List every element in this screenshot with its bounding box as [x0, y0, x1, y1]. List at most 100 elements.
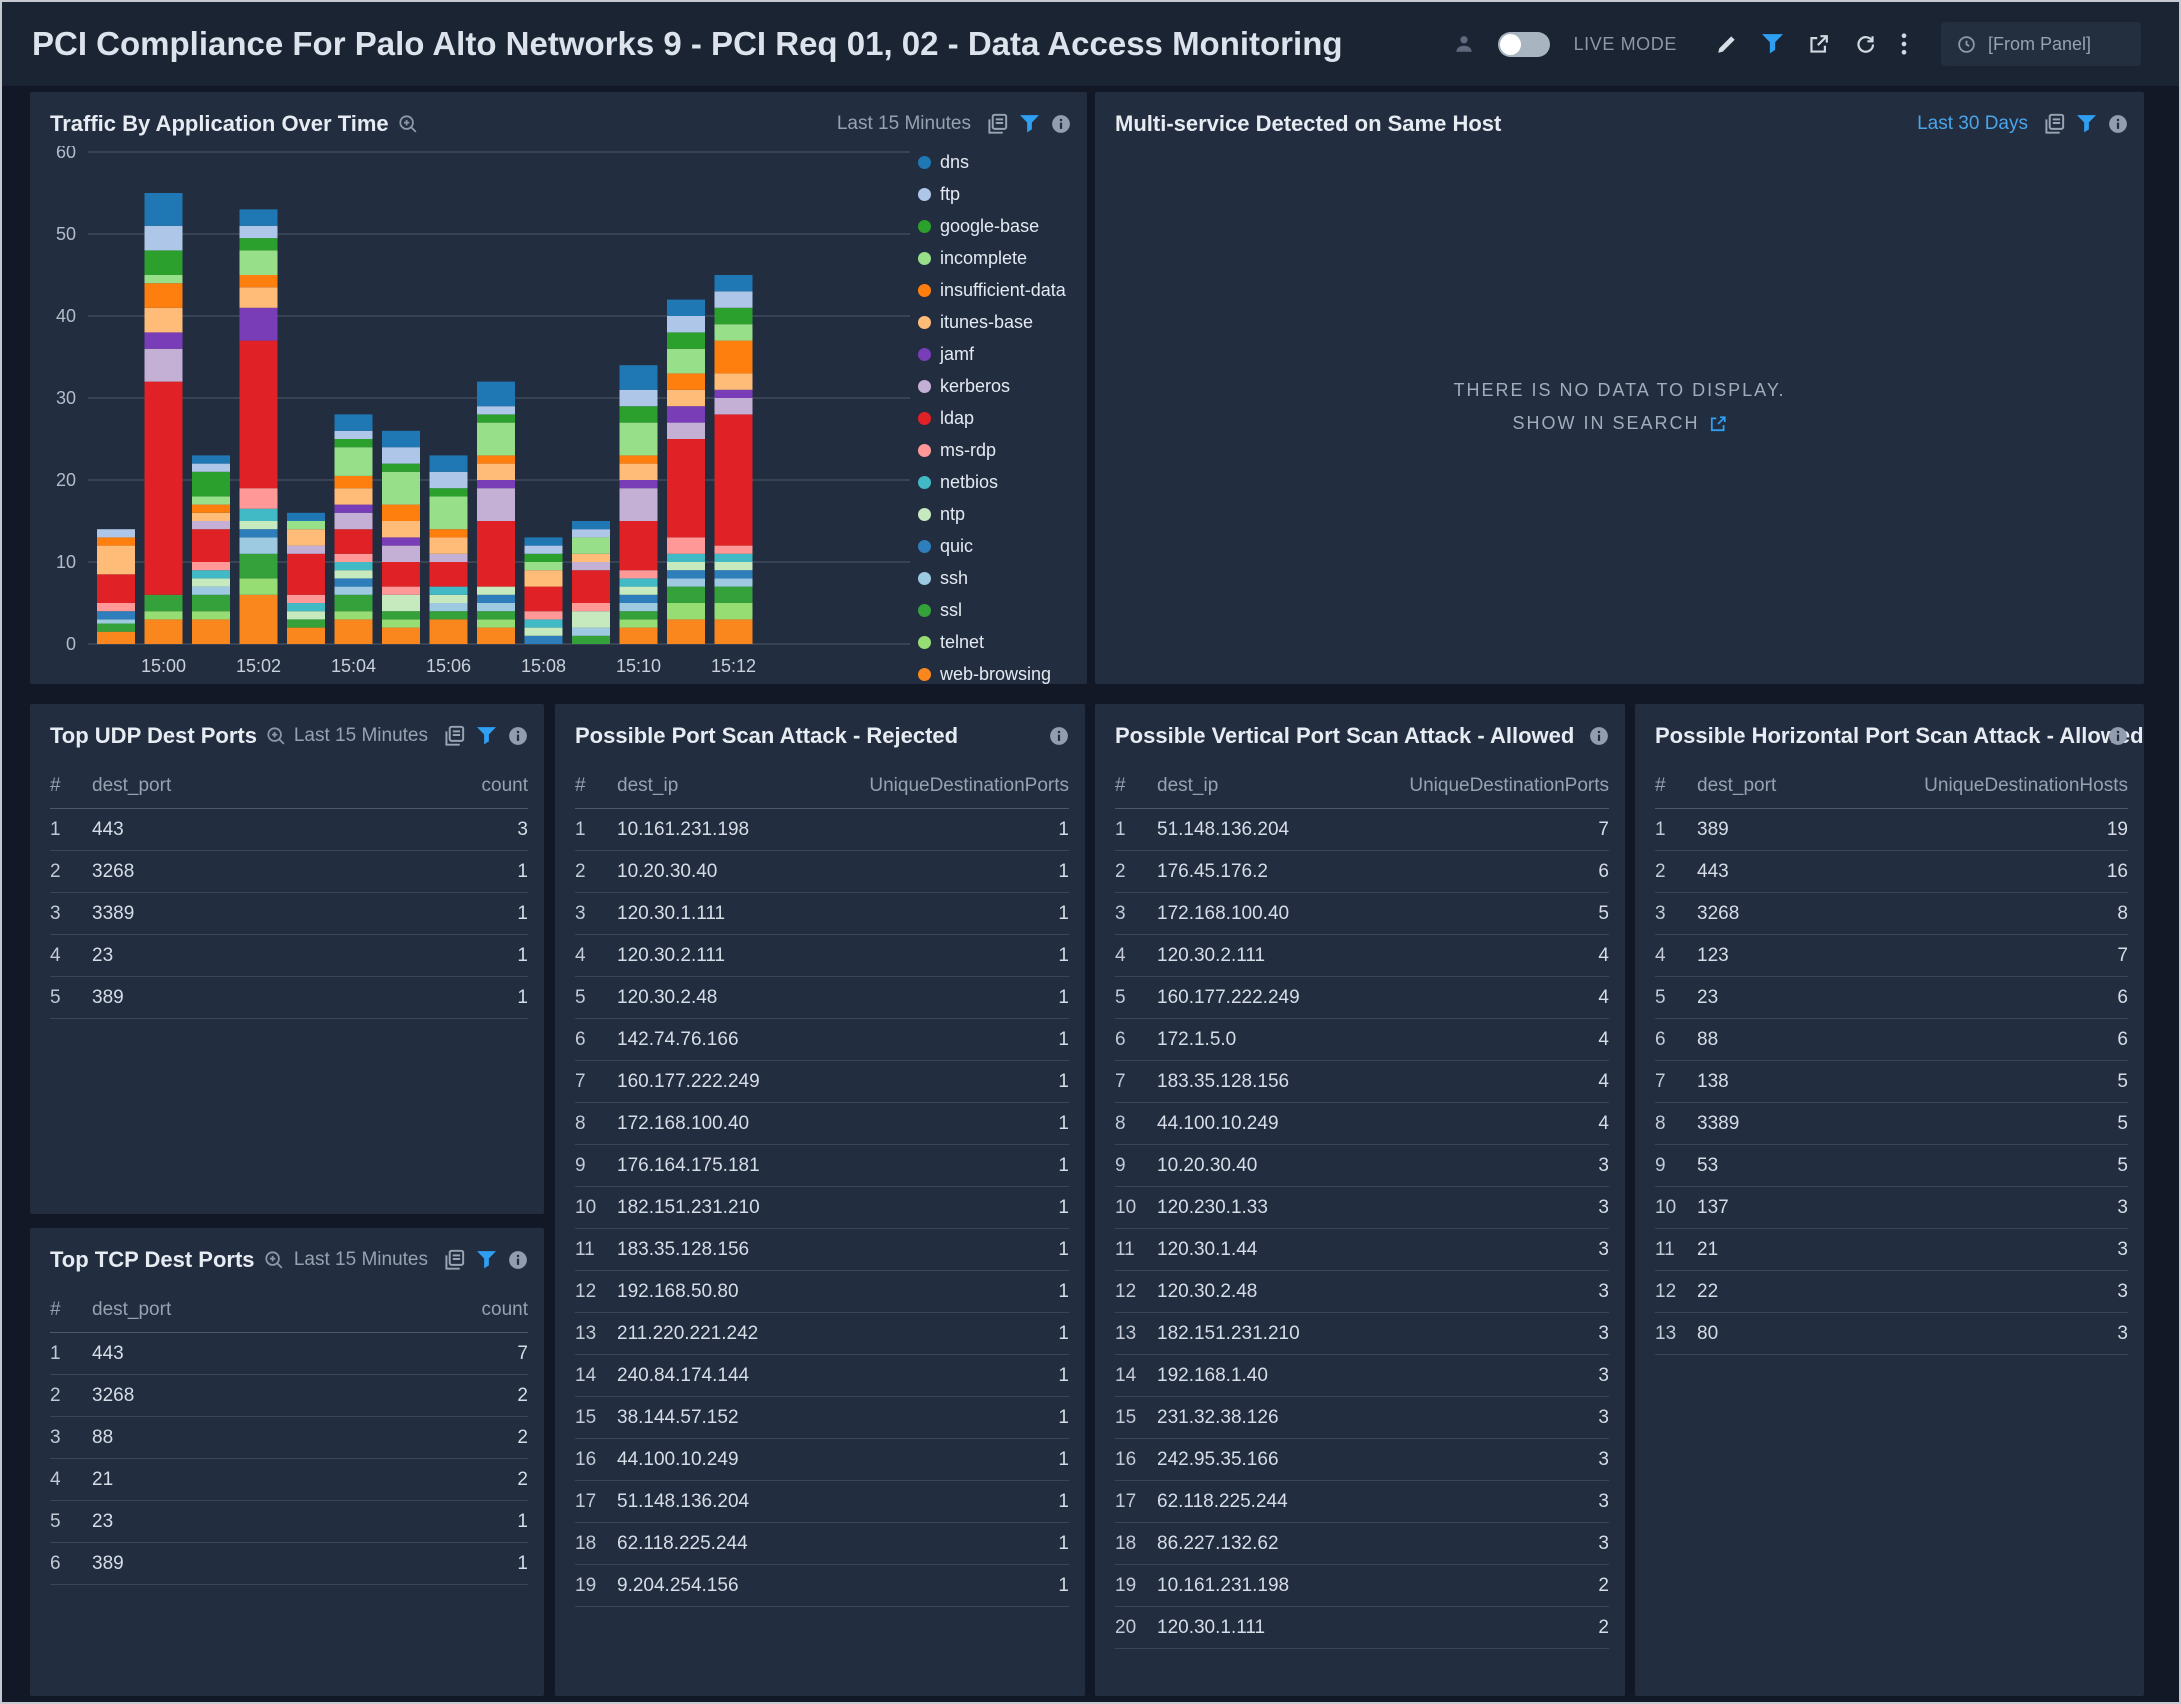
filter-icon[interactable]: [477, 727, 496, 745]
bar-segment-incomplete[interactable]: [382, 471, 420, 505]
bar-segment-jamf[interactable]: [144, 332, 183, 349]
bar-segment-dns[interactable]: [714, 275, 753, 292]
bar-segment-kerberos[interactable]: [477, 488, 515, 521]
bar-segment-web-browsing[interactable]: [144, 619, 183, 644]
bar-segment-insufficient-data[interactable]: [144, 283, 183, 308]
bar-segment-kerberos[interactable]: [667, 422, 705, 439]
user-icon[interactable]: [1454, 34, 1474, 54]
legend-item-ssl[interactable]: ssl: [918, 600, 1086, 621]
bar-segment-jamf[interactable]: [667, 406, 705, 423]
bar-segment-itunes-base[interactable]: [667, 389, 705, 407]
bar-segment-ldap[interactable]: [477, 521, 515, 587]
info-icon[interactable]: [2108, 114, 2128, 134]
bar-segment-ms-rdp[interactable]: [239, 488, 278, 509]
filter-icon[interactable]: [1020, 115, 1039, 133]
bar-segment-insufficient-data[interactable]: [667, 373, 705, 390]
bar-segment-ntp[interactable]: [619, 586, 658, 595]
info-icon[interactable]: [1049, 726, 1069, 746]
bar-segment-ssl[interactable]: [619, 611, 658, 620]
bar-segment-telnet[interactable]: [619, 619, 658, 628]
legend-item-ftp[interactable]: ftp: [918, 184, 1086, 205]
bar-segment-telnet[interactable]: [477, 619, 515, 628]
bar-segment-google-base[interactable]: [192, 471, 230, 497]
bar-segment-ldap[interactable]: [524, 586, 563, 612]
bar-segment-itunes-base[interactable]: [572, 553, 610, 562]
bar-segment-incomplete[interactable]: [144, 275, 183, 284]
bar-segment-itunes-base[interactable]: [239, 287, 278, 308]
bar-segment-ssh[interactable]: [477, 603, 515, 612]
bar-segment-ldap[interactable]: [192, 529, 230, 562]
bar-segment-ldap[interactable]: [144, 381, 183, 595]
bar-segment-ms-rdp[interactable]: [192, 562, 230, 571]
bar-segment-kerberos[interactable]: [334, 512, 373, 530]
bar-segment-ldap[interactable]: [334, 529, 373, 554]
bar-segment-dns[interactable]: [382, 430, 420, 448]
bar-segment-ms-rdp[interactable]: [572, 603, 610, 612]
bar-segment-kerberos[interactable]: [619, 488, 658, 521]
bar-segment-ldap[interactable]: [97, 574, 135, 603]
bar-segment-google-base[interactable]: [524, 553, 563, 562]
bar-segment-itunes-base[interactable]: [287, 529, 325, 546]
bar-segment-google-base[interactable]: [382, 463, 420, 472]
bar-segment-web-browsing[interactable]: [382, 627, 420, 644]
bar-segment-dns[interactable]: [619, 365, 658, 390]
bar-segment-web-browsing[interactable]: [239, 594, 278, 644]
bar-segment-google-base[interactable]: [239, 238, 278, 251]
legend-item-kerberos[interactable]: kerberos: [918, 376, 1086, 397]
bar-segment-itunes-base[interactable]: [477, 463, 515, 480]
bar-segment-ssl[interactable]: [714, 586, 753, 603]
legend-item-netbios[interactable]: netbios: [918, 472, 1086, 493]
bar-segment-ms-rdp[interactable]: [619, 570, 658, 579]
bar-segment-telnet[interactable]: [382, 619, 420, 628]
bar-segment-dns[interactable]: [477, 381, 515, 407]
bar-segment-telnet[interactable]: [334, 611, 373, 620]
zoom-in-icon[interactable]: [398, 114, 419, 135]
bar-segment-quic[interactable]: [239, 529, 278, 538]
bar-segment-incomplete[interactable]: [619, 422, 658, 456]
bar-segment-ntp[interactable]: [287, 611, 325, 620]
bar-segment-ssh[interactable]: [667, 578, 705, 587]
panel-time-range[interactable]: Last 15 Minutes: [836, 113, 971, 134]
bar-segment-ms-rdp[interactable]: [382, 586, 420, 595]
edit-icon[interactable]: [1715, 33, 1738, 56]
legend-item-ms-rdp[interactable]: ms-rdp: [918, 440, 1086, 461]
bar-segment-ms-rdp[interactable]: [524, 611, 563, 620]
bar-segment-dns[interactable]: [524, 537, 563, 546]
bar-segment-ssh[interactable]: [429, 603, 468, 612]
bar-segment-kerberos[interactable]: [287, 545, 325, 554]
bar-segment-dns[interactable]: [334, 414, 373, 431]
bar-segment-netbios[interactable]: [714, 553, 753, 562]
info-icon[interactable]: [1051, 114, 1071, 134]
bar-segment-ms-rdp[interactable]: [334, 553, 373, 562]
bar-segment-netbios[interactable]: [334, 562, 373, 571]
bar-segment-ftp[interactable]: [239, 225, 278, 239]
bar-segment-google-base[interactable]: [714, 307, 753, 325]
bar-segment-kerberos[interactable]: [382, 545, 420, 562]
bar-segment-kerberos[interactable]: [714, 398, 753, 415]
bar-segment-ms-rdp[interactable]: [714, 545, 753, 554]
bar-segment-ntp[interactable]: [667, 562, 705, 571]
bar-segment-incomplete[interactable]: [239, 250, 278, 275]
panel-time-range[interactable]: Last 30 Days: [1917, 113, 2028, 134]
bar-segment-incomplete[interactable]: [524, 562, 563, 571]
bar-segment-ftp[interactable]: [524, 545, 563, 554]
bar-segment-ms-rdp[interactable]: [287, 594, 325, 603]
copy-icon[interactable]: [443, 1249, 465, 1271]
bar-segment-incomplete[interactable]: [287, 521, 325, 530]
bar-segment-dns[interactable]: [239, 209, 278, 226]
bar-segment-quic[interactable]: [619, 594, 658, 603]
bar-segment-ftp[interactable]: [334, 430, 373, 439]
filter-icon[interactable]: [2077, 115, 2096, 133]
legend-item-ntp[interactable]: ntp: [918, 504, 1086, 525]
bar-segment-ftp[interactable]: [97, 529, 135, 538]
bar-segment-insufficient-data[interactable]: [477, 455, 515, 464]
bar-segment-ftp[interactable]: [192, 463, 230, 472]
bar-segment-insufficient-data[interactable]: [619, 455, 658, 464]
bar-segment-dns[interactable]: [144, 193, 183, 226]
bar-segment-netbios[interactable]: [524, 619, 563, 628]
bar-segment-jamf[interactable]: [714, 389, 753, 398]
bar-segment-incomplete[interactable]: [714, 324, 753, 341]
bar-segment-incomplete[interactable]: [429, 496, 468, 530]
bar-segment-ntp[interactable]: [382, 594, 420, 612]
legend-item-telnet[interactable]: telnet: [918, 632, 1086, 653]
